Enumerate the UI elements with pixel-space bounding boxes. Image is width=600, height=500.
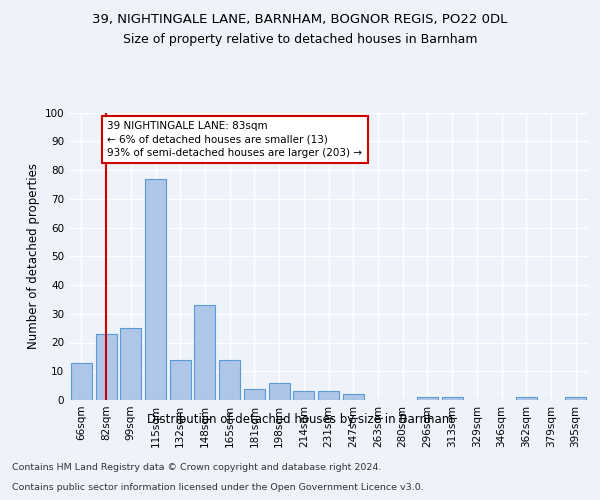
Bar xyxy=(71,362,92,400)
Bar xyxy=(293,392,314,400)
Bar xyxy=(95,334,116,400)
Text: 39 NIGHTINGALE LANE: 83sqm
← 6% of detached houses are smaller (13)
93% of semi-: 39 NIGHTINGALE LANE: 83sqm ← 6% of detac… xyxy=(107,121,362,158)
Bar xyxy=(244,388,265,400)
Bar xyxy=(442,397,463,400)
Text: 39, NIGHTINGALE LANE, BARNHAM, BOGNOR REGIS, PO22 0DL: 39, NIGHTINGALE LANE, BARNHAM, BOGNOR RE… xyxy=(92,12,508,26)
Bar xyxy=(417,397,438,400)
Text: Distribution of detached houses by size in Barnham: Distribution of detached houses by size … xyxy=(147,412,453,426)
Bar xyxy=(219,360,240,400)
Bar xyxy=(194,305,215,400)
Bar xyxy=(565,397,586,400)
Bar xyxy=(120,328,141,400)
Bar xyxy=(170,360,191,400)
Text: Contains HM Land Registry data © Crown copyright and database right 2024.: Contains HM Land Registry data © Crown c… xyxy=(12,464,382,472)
Y-axis label: Number of detached properties: Number of detached properties xyxy=(28,163,40,350)
Bar xyxy=(318,392,339,400)
Text: Contains public sector information licensed under the Open Government Licence v3: Contains public sector information licen… xyxy=(12,484,424,492)
Bar xyxy=(269,383,290,400)
Bar xyxy=(343,394,364,400)
Bar xyxy=(145,178,166,400)
Bar xyxy=(516,397,537,400)
Text: Size of property relative to detached houses in Barnham: Size of property relative to detached ho… xyxy=(123,32,477,46)
